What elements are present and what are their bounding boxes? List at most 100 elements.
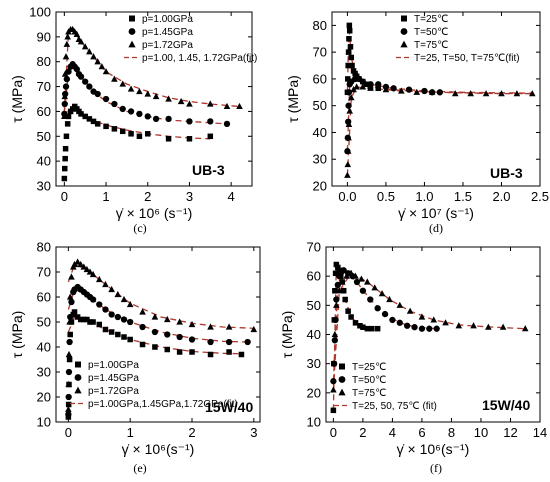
- data-point: [151, 328, 159, 336]
- data-point: [176, 333, 183, 341]
- data-point: [65, 380, 72, 388]
- data-point: [119, 80, 127, 87]
- data-point: [61, 175, 68, 182]
- series-3: [65, 258, 258, 413]
- legend: T=25℃ T=50℃ T=75℃ T=25, T=50, T=75℃(fit): [396, 14, 520, 64]
- data-point: [177, 97, 185, 105]
- panel-tag: UB-3: [490, 165, 523, 181]
- data-point: [65, 68, 72, 75]
- data-point: [78, 111, 84, 117]
- data-point: [381, 310, 389, 318]
- data-point: [151, 313, 159, 320]
- data-point: [152, 115, 160, 123]
- data-point: [336, 267, 343, 274]
- data-point: [65, 393, 72, 401]
- legend-marker-1: [401, 15, 407, 22]
- x-tick-label: 2: [188, 425, 195, 440]
- data-point: [396, 301, 404, 308]
- data-point: [67, 313, 74, 321]
- plot-frame: [55, 246, 261, 423]
- data-point: [250, 325, 258, 333]
- y-tick-label: 30: [37, 365, 51, 380]
- data-point: [345, 120, 353, 128]
- data-point: [207, 118, 214, 125]
- data-point: [111, 75, 118, 82]
- data-point: [186, 118, 193, 125]
- data-point: [96, 301, 103, 308]
- data-point: [139, 323, 146, 331]
- data-point: [111, 126, 118, 132]
- legend-entry-2: T=50℃: [414, 27, 448, 38]
- data-point: [64, 33, 71, 40]
- legend: p=1.00GPa p=1.45GPa p=1.72GPa p=1.00GPa,1.4…: [70, 360, 238, 410]
- data-point: [428, 88, 436, 95]
- data-point: [82, 78, 89, 85]
- data-point: [77, 73, 85, 80]
- data-point: [364, 278, 371, 285]
- series-2: [344, 75, 444, 155]
- data-point: [89, 270, 97, 278]
- y-tick-label: 30: [37, 179, 51, 194]
- data-point: [77, 316, 84, 323]
- data-point: [369, 325, 375, 332]
- data-point: [114, 290, 122, 298]
- x-axis-label: γ̇ × 10⁶ (s⁻¹): [116, 205, 193, 221]
- data-point: [81, 43, 89, 50]
- data-point: [467, 90, 474, 97]
- data-point: [332, 270, 339, 276]
- chart-panel-3: 0 1 2 3 10 20 30 40 50 60 70 80 γ̇ × 10⁶(s⁻¹) τ (MPa)…: [9, 240, 261, 475]
- fit-line-2: [63, 65, 228, 125]
- data-point: [120, 316, 128, 323]
- data-point: [331, 330, 339, 338]
- data-point: [67, 331, 73, 338]
- y-tick-label: 90: [37, 29, 51, 44]
- data-point: [62, 155, 68, 162]
- data-point: [335, 264, 341, 271]
- data-point: [340, 267, 347, 274]
- data-point: [238, 351, 245, 358]
- data-point: [152, 344, 158, 350]
- data-point: [176, 349, 183, 355]
- data-point: [207, 323, 214, 330]
- data-point: [74, 314, 81, 320]
- fit-line-3: [67, 263, 254, 329]
- data-point: [66, 293, 74, 300]
- legend-marker-1: [339, 363, 345, 370]
- legend-marker-2: [74, 374, 82, 381]
- x-tick-label: 10: [474, 425, 488, 440]
- data-point: [94, 121, 101, 127]
- data-point: [66, 338, 73, 346]
- series-2: [61, 61, 231, 128]
- x-tick-label: 3: [250, 425, 257, 440]
- data-point: [396, 319, 403, 326]
- y-tick-label: 80: [313, 18, 327, 33]
- data-point: [176, 318, 183, 325]
- x-tick-label: 0.5: [377, 189, 395, 204]
- legend: p=1.00GPa p=1.45GPa p=1.72GPa p=1.00, 1.45,…: [124, 14, 257, 64]
- data-point: [359, 287, 367, 294]
- data-point: [119, 105, 126, 113]
- panel-caption: (f): [430, 461, 442, 475]
- legend-entry-1: T=25℃: [352, 362, 386, 373]
- data-point: [411, 324, 418, 331]
- data-point: [186, 136, 193, 142]
- data-point: [346, 107, 354, 114]
- data-point: [236, 102, 243, 110]
- data-point: [83, 265, 91, 273]
- data-point: [346, 27, 353, 34]
- data-point: [207, 338, 214, 346]
- data-point: [433, 325, 440, 332]
- data-point: [139, 308, 146, 315]
- data-point: [114, 313, 121, 321]
- data-point: [62, 165, 68, 172]
- data-point: [352, 320, 359, 326]
- legend-fit-label: T=25, 50, 75℃ (fit): [352, 401, 437, 412]
- x-tick-label: 2.0: [492, 189, 510, 204]
- data-point: [115, 331, 121, 338]
- data-point: [206, 100, 214, 107]
- y-tick-label: 60: [37, 104, 51, 119]
- data-point: [121, 334, 127, 340]
- data-point: [186, 100, 193, 107]
- data-point: [482, 90, 490, 97]
- y-tick-label: 80: [37, 240, 51, 255]
